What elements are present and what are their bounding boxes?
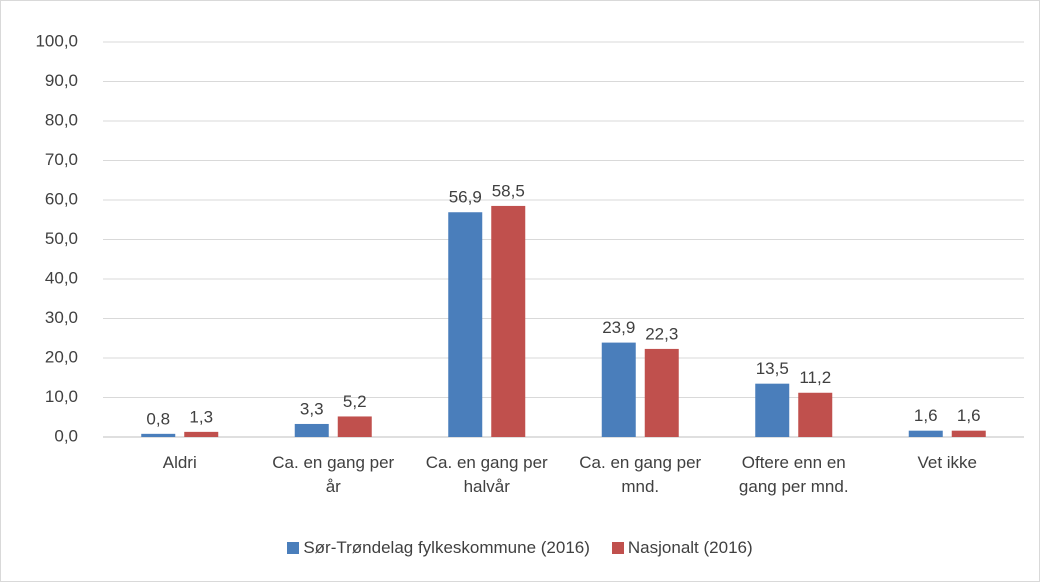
legend-label: Nasjonalt (2016) bbox=[627, 538, 753, 557]
y-tick-label: 80,0 bbox=[45, 110, 78, 129]
bar bbox=[448, 212, 483, 437]
x-tick-label: Oftere enn en gang per mnd. bbox=[738, 453, 849, 496]
data-label: 56,9 bbox=[449, 188, 482, 207]
data-label: 13,5 bbox=[756, 359, 789, 378]
data-label: 5,2 bbox=[343, 392, 367, 411]
y-tick-label: 0,0 bbox=[54, 426, 78, 445]
y-tick-label: 70,0 bbox=[45, 150, 78, 169]
bar bbox=[491, 205, 526, 437]
data-label: 22,3 bbox=[645, 324, 678, 343]
bar bbox=[337, 416, 372, 437]
legend: Sør-Trøndelag fylkeskommune (2016) Nasjon… bbox=[0, 538, 1040, 558]
x-tick-label: Ca. en gang per mnd. bbox=[579, 453, 702, 496]
bar bbox=[755, 383, 790, 437]
bar bbox=[294, 423, 329, 437]
legend-item: Sør-Trøndelag fylkeskommune (2016) bbox=[287, 538, 590, 558]
y-tick-label: 60,0 bbox=[45, 189, 78, 208]
bar bbox=[908, 430, 943, 437]
y-tick-label: 30,0 bbox=[45, 308, 78, 327]
y-tick-label: 40,0 bbox=[45, 268, 78, 287]
bar bbox=[184, 431, 219, 437]
data-label: 23,9 bbox=[602, 318, 635, 337]
bar bbox=[601, 342, 636, 437]
data-label: 3,3 bbox=[300, 399, 324, 418]
bar bbox=[951, 430, 986, 437]
legend-swatch bbox=[287, 542, 300, 554]
y-tick-label: 90,0 bbox=[45, 71, 78, 90]
data-label: 1,3 bbox=[189, 407, 213, 426]
legend-swatch bbox=[611, 542, 624, 554]
y-tick-label: 20,0 bbox=[45, 347, 78, 366]
legend-item: Nasjonalt (2016) bbox=[611, 538, 753, 558]
x-tick-label: Ca. en gang per år bbox=[272, 453, 395, 496]
data-label: 58,5 bbox=[492, 181, 525, 200]
x-tick-label: Vet ikke bbox=[917, 453, 978, 472]
legend-label: Sør-Trøndelag fylkeskommune (2016) bbox=[303, 538, 590, 557]
data-label: 1,6 bbox=[957, 406, 981, 425]
bar bbox=[644, 348, 679, 437]
x-tick-label: Aldri bbox=[162, 453, 197, 472]
y-tick-label: 50,0 bbox=[45, 229, 78, 248]
bar bbox=[141, 433, 176, 437]
bar bbox=[798, 392, 833, 437]
y-tick-label: 100,0 bbox=[35, 31, 78, 50]
x-tick-label: Ca. en gang per halvår bbox=[425, 453, 548, 496]
data-label: 1,6 bbox=[914, 406, 938, 425]
data-label: 0,8 bbox=[146, 409, 170, 428]
y-tick-label: 10,0 bbox=[45, 387, 78, 406]
data-label: 11,2 bbox=[799, 368, 831, 387]
